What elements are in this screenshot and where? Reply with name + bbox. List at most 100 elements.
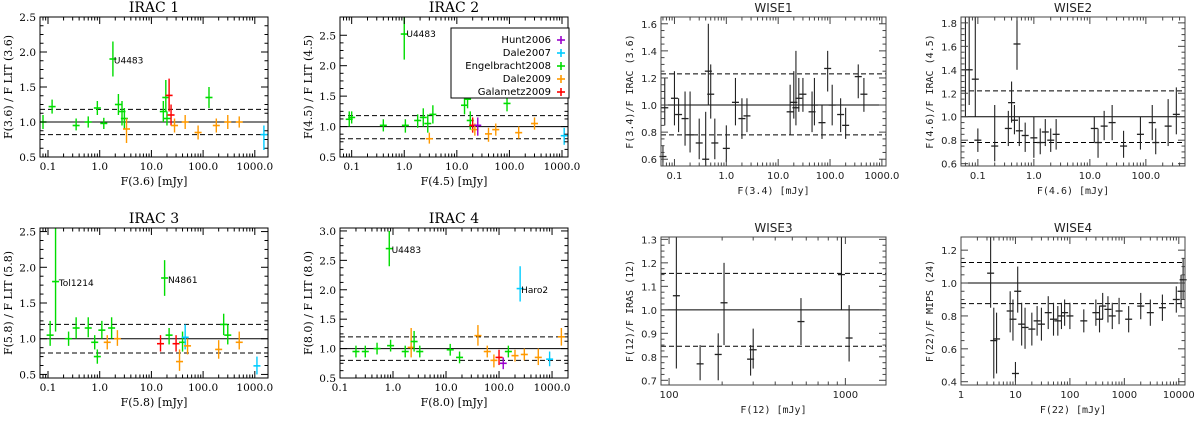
y-tick-label: 1.2: [941, 89, 957, 100]
x-tick-label: 1.0: [718, 171, 734, 182]
point-annotation: U4483: [406, 30, 436, 40]
y-tick-label: 1.2: [941, 246, 957, 257]
point-annotation: N4861: [168, 276, 198, 286]
x-tick-label: 100.0: [188, 161, 218, 173]
y-axis-label: F(3.4)/F IRAC (3.6): [625, 34, 636, 148]
chart-title: IRAC 4: [429, 211, 479, 227]
y-axis-label: F(4.6)/F IRAC (4.5): [925, 34, 936, 148]
y-axis-label: F(12)/F IRAS (12): [625, 260, 636, 362]
legend-label: Hunt2006: [501, 35, 551, 46]
chart-irac2: 0.1 1.0 10.0 100.0 1000.0 0.5 1.0 1.5 2.0 2.5 IRAC…: [302, 0, 580, 188]
y-tick-label: 1.0: [641, 101, 657, 112]
y-tick-label: 0.9: [641, 329, 657, 340]
y-tick-label: 1.0: [19, 117, 36, 129]
chart-wise4: 1 10 100 1000 10000 0.4 0.6 0.8 1.0 1.2 WISE4 F(22)…: [925, 221, 1195, 416]
x-axis-label: F(12) [mJy]: [740, 405, 806, 416]
x-tick-label: 1.0: [396, 161, 413, 173]
x-tick-label: 10.0: [1079, 171, 1101, 182]
y-tick-label: 0.8: [941, 312, 957, 323]
chart-irac1: 0.1 1.0 10.0 100.0 1000.0 0.5 1.0 1.5 2.0 2.5 IRAC…: [2, 0, 273, 188]
x-tick-label: 100: [1060, 390, 1079, 401]
y-tick-label: 1.2: [641, 74, 657, 85]
point-annotation: Tol1214: [58, 279, 94, 289]
y-tick-label: 1.2: [641, 259, 657, 270]
y-tick-label: 2.5: [319, 255, 336, 267]
x-tick-label: 1000.0: [544, 161, 581, 173]
plot-frame: [660, 236, 887, 386]
x-tick-label: 100.0: [1132, 171, 1161, 182]
x-tick-label: 0.1: [332, 382, 349, 394]
y-tick-label: 2.0: [319, 61, 336, 73]
x-tick-label: 1: [958, 390, 964, 401]
chart-title: WISE4: [1054, 221, 1092, 235]
x-tick-label: 100.0: [494, 161, 524, 173]
x-tick-label: 100: [660, 390, 679, 401]
x-tick-label: 1000.0: [864, 171, 899, 182]
y-tick-label: 1.5: [19, 298, 36, 310]
point-annotation: U4483: [114, 56, 144, 66]
plot-frame: [339, 227, 569, 379]
y-tick-label: 1.0: [319, 344, 336, 356]
x-tick-label: 10.0: [140, 161, 163, 173]
y-tick-label: 1.3: [641, 235, 657, 246]
y-tick-label: 0.5: [319, 373, 336, 385]
y-tick-label: 0.4: [941, 378, 957, 389]
chart-wise3: 100 1000 0.7 0.8 0.9 1.0 1.1 1.2 1.3 WISE3 F(12) […: [625, 221, 887, 416]
chart-title: IRAC 1: [129, 0, 179, 16]
x-tick-label: 10000: [1163, 390, 1195, 401]
y-tick-label: 2.5: [19, 227, 36, 239]
y-tick-label: 2.0: [19, 47, 36, 59]
point-annotation: U4483: [392, 246, 422, 256]
legend-label: Galametz2009: [478, 87, 551, 98]
legend-label: Dale2007: [503, 48, 551, 59]
y-tick-label: 1.5: [319, 91, 336, 103]
x-axis-label: F(3.4) [mJy]: [737, 186, 809, 197]
y-tick-label: 0.5: [19, 369, 36, 381]
y-axis-label: F(22)/F MIPS (24): [925, 260, 936, 362]
x-tick-label: 10.0: [445, 161, 468, 173]
y-tick-label: 1.4: [641, 47, 657, 58]
y-tick-label: 0.6: [941, 160, 957, 171]
x-tick-label: 1000.0: [236, 161, 273, 173]
chart-irac4: 0.1 1.0 10.0 100.0 1000.0 0.5 1.0 1.5 2.0 2.5 3.0 I…: [302, 211, 570, 409]
x-axis-label: F(4.5) [mJy]: [421, 175, 488, 188]
y-tick-label: 2.0: [19, 262, 36, 274]
y-tick-label: 1.0: [19, 334, 36, 346]
y-tick-label: 0.6: [641, 155, 657, 166]
y-tick-label: 2.5: [319, 30, 336, 42]
chart-wise1: 0.1 1.0 10.0 100.0 1000.0 0.6 0.8 1.0 1.2 1.4 1.6 W…: [625, 1, 899, 197]
y-tick-label: 0.8: [641, 353, 657, 364]
chart-wise2: 0.1 1.0 10.0 100.0 0.6 0.8 1.0 1.2 1.4 1.6 1.8 WISE…: [925, 1, 1186, 197]
x-tick-label: 0.1: [667, 171, 683, 182]
y-axis-label: F(5.8) / F LIT (5.8): [2, 251, 15, 355]
y-tick-label: 1.6: [641, 20, 657, 31]
plot-frame: [960, 236, 1186, 386]
x-tick-label: 10.0: [434, 382, 457, 394]
x-tick-label: 100.0: [816, 171, 845, 182]
y-tick-label: 1.5: [319, 314, 336, 326]
y-tick-label: 1.6: [941, 42, 957, 53]
y-tick-label: 0.8: [641, 128, 657, 139]
x-tick-label: 1.0: [91, 161, 108, 173]
y-tick-label: 1.0: [641, 306, 657, 317]
legend-label: Dale2009: [503, 74, 551, 85]
legend: Hunt2006 Dale2007 Engelbracht2008 Dale2009 G…: [450, 27, 570, 99]
y-axis-label: F(8.0) / F LIT (8.0): [302, 251, 315, 355]
y-tick-label: 1.4: [941, 66, 957, 77]
x-tick-label: 1.0: [1026, 171, 1042, 182]
x-axis-label: F(4.6) [mJy]: [1037, 186, 1109, 197]
x-tick-label: 0.1: [343, 161, 360, 173]
x-tick-label: 0.1: [40, 382, 57, 394]
chart-title: WISE2: [1054, 1, 1092, 15]
x-tick-label: 1000: [1112, 390, 1137, 401]
legend-label: Engelbracht2008: [465, 61, 551, 72]
y-tick-label: 0.7: [641, 376, 657, 387]
x-axis-label: F(5.8) [mJy]: [121, 396, 188, 409]
x-tick-label: 0.1: [40, 161, 57, 173]
y-tick-label: 3.0: [319, 226, 336, 238]
y-tick-label: 1.0: [319, 122, 336, 134]
y-tick-label: 1.8: [941, 19, 957, 30]
x-tick-label: 0.1: [970, 171, 986, 182]
